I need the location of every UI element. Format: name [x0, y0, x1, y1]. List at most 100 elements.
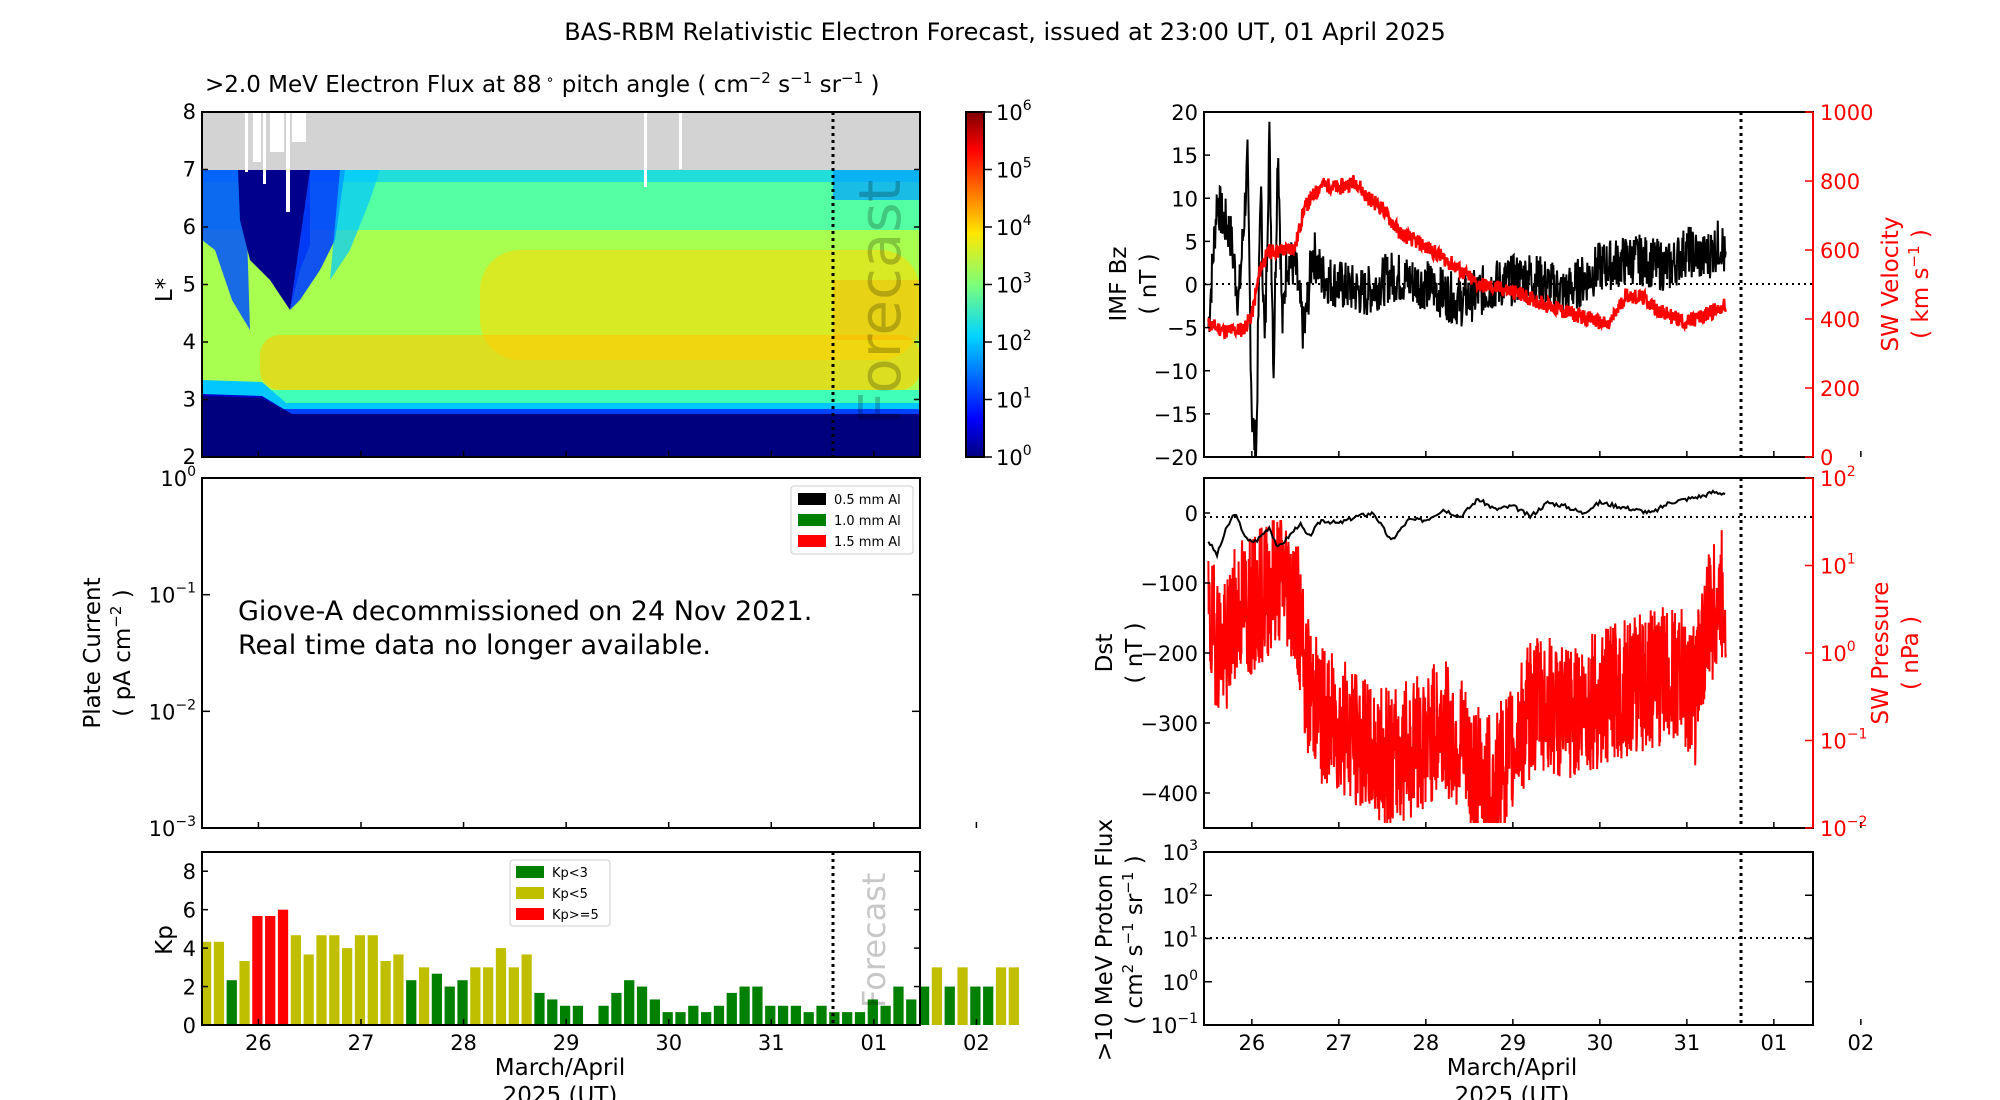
proton-y-tick-label: 102 — [1162, 881, 1198, 908]
kp-y-tick-label: 6 — [183, 899, 196, 923]
flux-y-tick-label: 6 — [183, 215, 196, 239]
kp-bar — [931, 967, 943, 1025]
kp-bar — [534, 992, 545, 1025]
flux-y-axis: 2 3 4 5 6 7 8 — [183, 100, 978, 469]
kp-bar — [611, 992, 622, 1025]
kp-x-tick-label: 30 — [655, 1031, 682, 1055]
plate-current-y-tick-label: 10−3 — [149, 814, 196, 841]
kp-bar — [380, 960, 391, 1025]
decommission-message-1: Giove-A decommissioned on 24 Nov 2021. — [238, 596, 812, 627]
flux-ylabel: L* — [152, 278, 178, 302]
kp-x-axis: 26 27 28 29 30 31 01 02 — [245, 1019, 990, 1055]
left-xlabel-line1: March/April — [495, 1055, 625, 1081]
kp-bar — [367, 935, 378, 1025]
plate-current-y-axis: 10−3 10−2 10−1 100 — [149, 464, 978, 841]
kp-bar — [444, 986, 455, 1025]
dst-y-tick-label: −400 — [1140, 782, 1198, 806]
plate-current-units: ( pA cm−2 ) — [107, 589, 136, 716]
proton-x-tick-label: 26 — [1238, 1031, 1265, 1055]
kp-y-axis: 0 2 4 6 8 — [183, 860, 920, 1038]
no-data-region — [202, 112, 920, 170]
proton-y-tick-label: 10−1 — [1151, 1011, 1198, 1038]
plate-current-y-tick-label: 10−2 — [149, 697, 196, 724]
kp-bar — [393, 954, 404, 1025]
kp-bar — [906, 999, 917, 1025]
flux-y-tick-label: 8 — [183, 100, 196, 124]
sw-velocity-tick-label: 600 — [1820, 239, 1860, 263]
kp-bar — [495, 948, 507, 1025]
plate-current-y-tick-label: 100 — [160, 464, 196, 491]
kp-bar — [662, 1012, 673, 1025]
dst-y-tick-label: −300 — [1140, 712, 1198, 736]
sw-pressure-tick-label: 102 — [1820, 464, 1856, 491]
kp-bar — [957, 967, 968, 1025]
legend-swatch — [516, 866, 544, 878]
kp-bar — [303, 954, 314, 1025]
sw-pressure-right-axis: 10−2 10−1 100 101 102 — [1805, 464, 1867, 841]
kp-bar — [418, 967, 430, 1025]
kp-bar — [200, 941, 212, 1025]
kp-bar — [559, 1005, 571, 1025]
legend-swatch — [798, 493, 826, 505]
proton-x-tick-label: 31 — [1673, 1031, 1700, 1055]
sw-velocity-tick-label: 0 — [1820, 446, 1833, 470]
kp-bar — [790, 1005, 802, 1025]
sw-velocity-line — [1207, 175, 1727, 340]
sw-velocity-right-axis: 0 200 400 600 800 1000 — [1805, 101, 1873, 470]
legend-label: 1.0 mm Al — [834, 514, 901, 529]
proton-panel: 10−1 100 101 102 103 >10 MeV Proton Flux ( c… — [1092, 819, 1874, 1100]
kp-bar — [867, 999, 878, 1025]
kp-bar — [829, 1012, 840, 1025]
kp-bar — [316, 935, 327, 1025]
legend-swatch — [516, 887, 544, 899]
proton-y-tick-label: 100 — [1162, 968, 1198, 995]
kp-bar — [431, 973, 443, 1025]
proton-x-tick-label: 27 — [1325, 1031, 1352, 1055]
kp-legend: Kp<3 Kp<5 Kp>=5 — [509, 859, 611, 927]
dst-y-tick-label: −100 — [1140, 572, 1198, 596]
kp-bar — [547, 999, 558, 1025]
kp-x-tick-label: 29 — [553, 1031, 580, 1055]
kp-bar — [842, 1012, 853, 1025]
dst-left-axis: −400 −300 −200 −100 0 — [1140, 502, 1862, 828]
flux-y-tick-label: 2 — [183, 445, 196, 469]
imf-panel: −20 −15 −10 −5 0 5 10 15 20 0 200 400 600 800 1000 IM… — [1106, 101, 1934, 470]
kp-bar — [342, 948, 353, 1025]
kp-bar — [726, 992, 737, 1025]
kp-bar — [213, 941, 225, 1025]
sw-velocity-ylabel: SW Velocity — [1878, 217, 1904, 352]
sw-pressure-units: ( nPa ) — [1898, 616, 1924, 690]
flux-y-tick-label: 7 — [183, 158, 196, 182]
kp-y-tick-label: 2 — [183, 976, 196, 1000]
kp-bar — [893, 986, 904, 1025]
imf-y-tick-label: −20 — [1154, 446, 1198, 470]
forecast-watermark: Forecast — [846, 180, 914, 425]
kp-bar — [777, 1005, 789, 1025]
proton-ylabel: >10 MeV Proton Flux — [1092, 819, 1118, 1061]
kp-bar — [508, 967, 519, 1025]
kp-bar — [1008, 967, 1019, 1025]
kp-x-tick-label: 31 — [758, 1031, 785, 1055]
flux-y-tick-label: 3 — [183, 388, 196, 412]
kp-bar — [226, 980, 237, 1025]
kp-bar — [675, 1012, 686, 1025]
kp-bar — [752, 986, 763, 1025]
right-xlabel-line1: March/April — [1447, 1055, 1577, 1081]
kp-bar — [944, 986, 955, 1025]
proton-x-tick-label: 02 — [1847, 1031, 1874, 1055]
kp-bar — [713, 1005, 725, 1025]
kp-forecast-watermark: Forecast — [855, 873, 893, 1008]
sw-pressure-tick-label: 10−2 — [1820, 814, 1867, 841]
kp-x-tick-label: 28 — [450, 1031, 477, 1055]
legend-label: Kp<5 — [552, 887, 588, 902]
legend-swatch — [516, 908, 544, 920]
left-xlabel-line2: 2025 (UT) — [503, 1083, 618, 1100]
kp-bar — [252, 916, 263, 1025]
plate-current-ylabel: Plate Current — [80, 577, 106, 728]
sw-velocity-tick-label: 800 — [1820, 170, 1860, 194]
colorbar-ticks: 100 101 102 103 104 105 106 — [984, 98, 1032, 470]
kp-bar — [918, 986, 930, 1025]
dst-line — [1207, 489, 1726, 560]
